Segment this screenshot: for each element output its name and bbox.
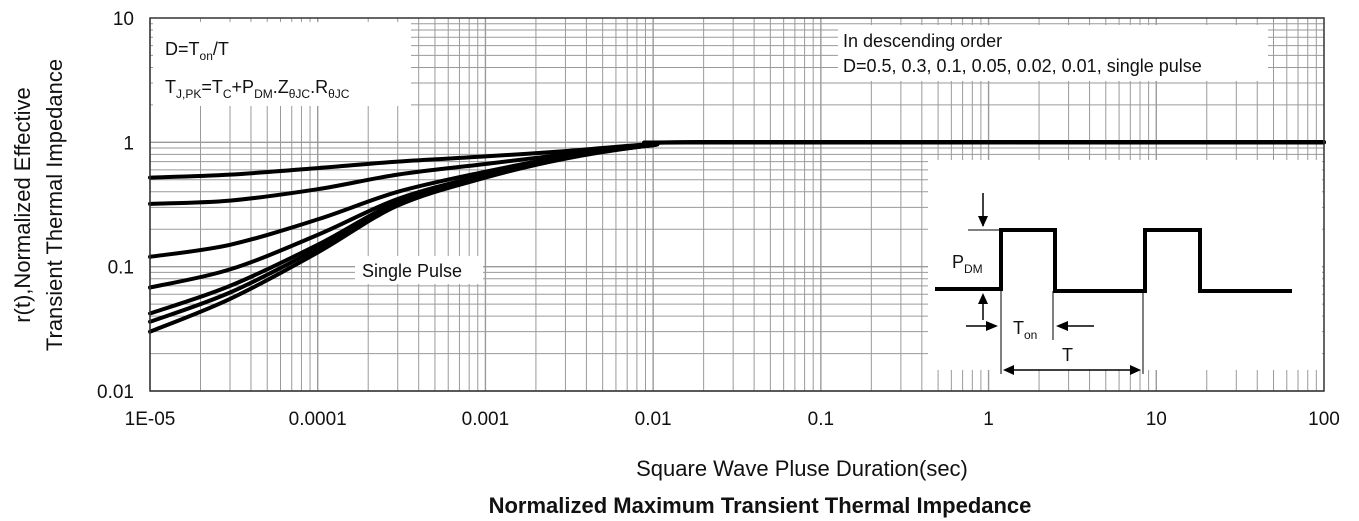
inset-ton-main: T xyxy=(1013,318,1024,338)
formula-d-tail: /T xyxy=(213,39,229,59)
formula-tj: TJ,PK=TC+PDM.ZθJC.RθJC xyxy=(165,77,350,101)
formula-box xyxy=(153,22,411,106)
inset-pdm-arrow-top-head xyxy=(978,216,988,227)
y-axis-label-line1: r(t),Normalized Effective xyxy=(10,87,35,323)
formula-tj-sub1: J,PK xyxy=(176,87,201,101)
inset-pdm-label: PDM xyxy=(952,252,983,276)
inset-box xyxy=(928,160,1322,370)
y-tick-label: 1 xyxy=(123,133,134,154)
x-tick-label: 0.01 xyxy=(635,409,672,430)
x-tick-label: 0.0001 xyxy=(289,409,347,430)
single-pulse-label: Single Pulse xyxy=(362,261,462,281)
single-pulse-box xyxy=(355,256,483,284)
inset-pdm-sub: DM xyxy=(964,262,983,276)
inset-waveform xyxy=(935,228,1292,293)
y-tick-label: 0.01 xyxy=(97,382,134,403)
formula-tj-sub3: DM xyxy=(254,87,273,101)
inset-ton-sub: on xyxy=(1024,328,1037,342)
order-line1: In descending order xyxy=(843,31,1002,51)
x-tick-label: 1E-05 xyxy=(125,409,176,430)
formula-tj-mid2: +P xyxy=(232,77,255,97)
x-tick-label: 10 xyxy=(1146,409,1167,430)
formula-tj-mid1: =T xyxy=(201,77,223,97)
chart-title: Normalized Maximum Transient Thermal Imp… xyxy=(489,493,1032,518)
formula-tj-sub4: θJC xyxy=(289,87,311,101)
inset-ton-label: Ton xyxy=(1013,318,1037,342)
pulse-waveform-inset: PDM Ton T xyxy=(928,160,1322,375)
formula-tj-sub2: C xyxy=(223,87,232,101)
formula-tj-mid4: .R xyxy=(310,77,328,97)
x-tick-label: 1 xyxy=(983,409,994,430)
inset-ton-arrow-left-head xyxy=(986,321,998,331)
plot-frame xyxy=(149,17,1325,392)
curve-layer xyxy=(148,140,1326,334)
impedance-curve-6 xyxy=(148,140,1326,334)
formula-d-sub: on xyxy=(200,49,213,63)
inset-t-arrow-left-head xyxy=(1003,365,1014,375)
formula-tj-mid3: .Z xyxy=(273,77,289,97)
inset-ton-arrow-right-head xyxy=(1056,321,1068,331)
inset-t-arrow-right-head xyxy=(1130,365,1141,375)
x-tick-label: 0.001 xyxy=(462,409,510,430)
order-line2: D=0.5, 0.3, 0.1, 0.05, 0.02, 0.01, singl… xyxy=(843,56,1202,76)
x-axis-label: Square Wave Pluse Duration(sec) xyxy=(636,456,968,481)
formula-tj-sub5: θJC xyxy=(328,87,350,101)
tick-label-layer: 1E-05 0.0001 0.001 0.01 0.1 1 10 100 0.01 0.1 1 10 xyxy=(97,9,1340,430)
x-tick-label: 0.1 xyxy=(808,409,834,430)
x-tick-label: 100 xyxy=(1308,409,1340,430)
formula-d: D=Ton/T xyxy=(165,39,229,63)
formula-tj-main: T xyxy=(165,77,176,97)
inset-pdm-arrow-bottom-head xyxy=(978,293,988,304)
y-tick-label: 0.1 xyxy=(108,258,134,279)
order-box xyxy=(838,25,1268,81)
inset-t-label: T xyxy=(1062,345,1073,365)
inset-pdm-main: P xyxy=(952,252,964,272)
y-tick-label: 10 xyxy=(113,9,134,30)
y-axis-label-line2: Transient Thermal Impedance xyxy=(42,59,67,351)
formula-d-main: D=T xyxy=(165,39,200,59)
